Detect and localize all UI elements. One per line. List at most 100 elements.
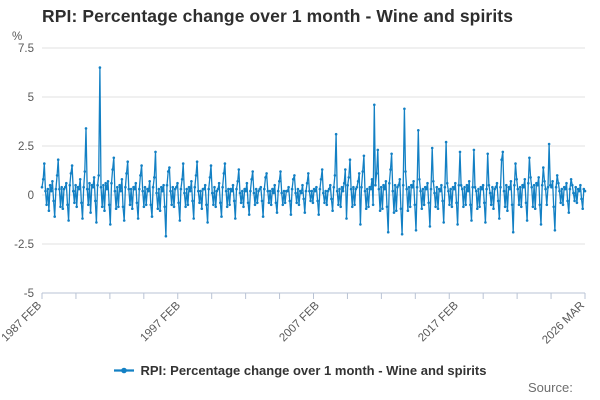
data-point-marker — [412, 180, 415, 183]
data-point-marker — [293, 174, 296, 177]
data-point-marker — [161, 189, 164, 193]
data-point-marker — [576, 187, 580, 191]
data-point-marker — [346, 183, 350, 187]
data-point-marker — [69, 172, 73, 175]
data-point-marker — [205, 203, 208, 207]
data-point-marker — [571, 183, 574, 187]
data-point-marker — [166, 170, 170, 173]
data-point-marker — [323, 201, 326, 205]
data-point-marker — [307, 172, 310, 175]
data-point-marker — [428, 225, 432, 228]
data-point-marker — [258, 187, 262, 191]
data-point-marker — [116, 185, 119, 189]
data-point-marker — [388, 181, 391, 185]
data-point-marker — [121, 205, 125, 209]
data-point-marker — [244, 189, 248, 193]
data-point-marker — [368, 185, 372, 189]
data-point-marker — [370, 178, 374, 181]
data-point-marker — [479, 185, 483, 189]
data-point-marker — [82, 185, 85, 189]
data-point-marker — [532, 183, 536, 187]
data-point-marker — [190, 180, 193, 183]
data-point-marker — [206, 221, 209, 224]
data-point-marker — [533, 207, 537, 210]
data-point-marker — [351, 205, 354, 209]
data-point-marker — [208, 176, 212, 179]
x-tick-label: 2026 MAR — [540, 300, 587, 347]
data-point-marker — [445, 181, 449, 185]
data-point-marker — [511, 230, 515, 234]
data-point-marker — [487, 183, 491, 187]
data-point-marker — [361, 170, 365, 173]
data-point-marker — [552, 205, 555, 209]
data-point-marker — [235, 187, 238, 191]
data-point-marker — [465, 183, 469, 187]
data-point-marker — [432, 180, 435, 183]
data-point-marker — [464, 203, 468, 207]
data-point-marker — [379, 185, 383, 189]
x-tick-label: 2007 FEB — [277, 299, 322, 344]
data-point-marker — [442, 221, 446, 224]
data-point-marker — [191, 199, 194, 203]
y-axis-labels: 7.5 5 2.5 0 -2.5 -5 — [14, 43, 34, 300]
data-point-marker — [105, 187, 109, 191]
data-point-marker — [319, 178, 323, 181]
data-point-marker — [330, 197, 333, 201]
data-point-marker — [536, 183, 539, 187]
data-point-marker — [574, 185, 577, 189]
data-point-marker — [46, 187, 50, 191]
data-point-marker — [569, 178, 573, 181]
data-point-marker — [529, 176, 532, 179]
data-point-marker — [282, 189, 286, 193]
data-point-marker — [444, 140, 448, 144]
data-point-marker — [429, 187, 433, 191]
data-point-marker — [279, 170, 282, 173]
data-point-marker — [459, 183, 463, 187]
data-point-marker — [325, 203, 329, 207]
data-point-marker — [290, 187, 294, 191]
data-point-marker — [362, 154, 366, 158]
data-point-marker — [175, 185, 178, 189]
data-point-marker — [374, 183, 377, 187]
data-point-marker — [179, 187, 183, 191]
data-point-marker — [264, 176, 267, 179]
data-point-marker — [185, 187, 188, 191]
data-point-marker — [318, 187, 322, 191]
data-point-marker — [395, 209, 398, 212]
data-point-marker — [583, 189, 587, 193]
data-point-marker — [472, 148, 476, 152]
data-point-marker — [484, 221, 487, 224]
data-point-marker — [114, 207, 118, 210]
data-point-marker — [393, 183, 397, 187]
data-point-marker — [180, 178, 184, 181]
data-point-marker — [254, 187, 258, 191]
data-point-marker — [467, 180, 471, 183]
data-point-marker — [266, 189, 270, 193]
data-point-marker — [562, 185, 566, 189]
data-point-marker — [575, 201, 579, 205]
data-point-marker — [408, 205, 412, 209]
data-point-marker — [188, 189, 192, 193]
data-point-marker — [433, 191, 436, 195]
data-point-marker — [477, 187, 480, 191]
y-tick-label: 0 — [28, 190, 34, 202]
data-point-marker — [322, 191, 325, 195]
data-point-marker — [225, 205, 229, 209]
data-point-marker — [425, 187, 428, 191]
data-point-marker — [427, 201, 431, 205]
data-point-marker — [577, 189, 581, 193]
data-point-marker — [564, 187, 567, 191]
data-point-marker — [304, 189, 308, 193]
data-point-marker — [493, 187, 497, 191]
data-point-marker — [401, 183, 405, 187]
data-point-marker — [236, 180, 239, 183]
data-point-marker — [470, 219, 473, 222]
data-point-marker — [417, 129, 420, 132]
data-point-marker — [133, 187, 136, 191]
legend-item-wine-spirits[interactable]: RPI: Percentage change over 1 month - Wi… — [113, 363, 486, 378]
data-point-marker — [214, 205, 217, 209]
data-point-marker — [128, 203, 132, 207]
x-axis — [41, 292, 586, 299]
data-point-marker — [554, 185, 558, 189]
data-point-marker — [489, 203, 493, 207]
